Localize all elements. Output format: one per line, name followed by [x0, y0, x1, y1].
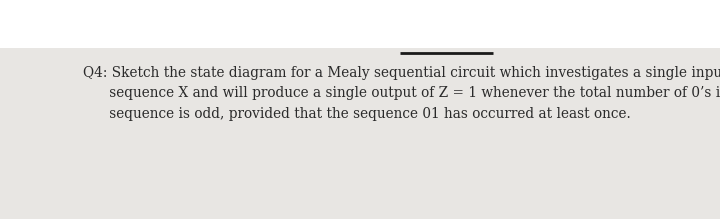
FancyBboxPatch shape	[0, 48, 720, 219]
Text: Q4: Sketch the state diagram for a Mealy sequential circuit which investigates a: Q4: Sketch the state diagram for a Mealy…	[83, 66, 720, 121]
